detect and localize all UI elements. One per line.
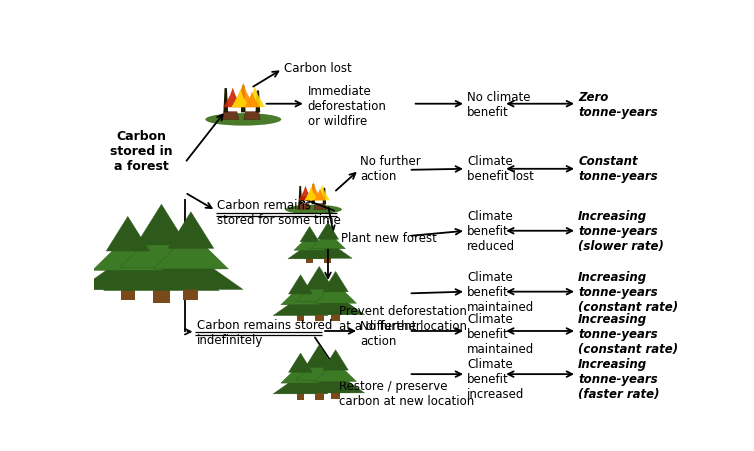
Text: Carbon remains
stored for some time: Carbon remains stored for some time [217,198,341,226]
Polygon shape [244,92,259,108]
Text: Climate
benefit
reduced: Climate benefit reduced [467,210,515,253]
Polygon shape [314,391,324,400]
Text: Climate
benefit
increased: Climate benefit increased [467,357,525,400]
Text: Prevent deforestation
at a different location: Prevent deforestation at a different loc… [339,305,467,333]
Polygon shape [306,258,313,264]
Polygon shape [323,272,348,292]
Text: Immediate
deforestation
or wildfire: Immediate deforestation or wildfire [308,85,386,128]
Polygon shape [183,287,198,301]
Polygon shape [244,112,260,120]
Polygon shape [331,313,340,321]
Polygon shape [314,204,326,210]
Polygon shape [280,286,320,305]
Polygon shape [300,227,319,242]
Polygon shape [296,392,305,400]
Polygon shape [231,83,255,108]
Polygon shape [106,217,149,252]
Polygon shape [245,87,265,108]
Ellipse shape [285,205,342,215]
Text: Carbon
stored in
a forest: Carbon stored in a forest [109,130,173,173]
Polygon shape [296,358,342,380]
Polygon shape [121,287,135,300]
Polygon shape [280,364,320,383]
Polygon shape [136,205,187,245]
Polygon shape [305,183,322,201]
Polygon shape [287,292,351,315]
Polygon shape [314,283,357,304]
Polygon shape [273,297,328,316]
Text: Restore / preserve
carbon at new location: Restore / preserve carbon at new locatio… [339,379,474,407]
Polygon shape [139,253,243,290]
Text: Increasing
tonne-years
(constant rate): Increasing tonne-years (constant rate) [578,312,678,355]
Polygon shape [223,88,242,108]
Ellipse shape [205,114,281,126]
Text: Increasing
tonne-years
(faster rate): Increasing tonne-years (faster rate) [578,357,660,400]
Text: Climate
benefit
maintained: Climate benefit maintained [467,312,535,355]
Polygon shape [241,87,246,113]
Polygon shape [314,361,357,382]
Text: Climate
benefit lost: Climate benefit lost [467,155,534,183]
Polygon shape [305,345,333,368]
Polygon shape [289,275,313,295]
Polygon shape [307,295,364,315]
Polygon shape [324,257,332,264]
Polygon shape [296,314,305,322]
Polygon shape [331,391,340,399]
Polygon shape [288,244,331,259]
Text: Plant new forest: Plant new forest [341,231,437,244]
Polygon shape [311,185,315,205]
Polygon shape [153,233,228,269]
Polygon shape [323,189,326,205]
Text: No climate
benefit: No climate benefit [467,91,531,119]
Polygon shape [289,353,313,373]
Polygon shape [305,187,317,201]
Polygon shape [317,223,339,240]
Text: Carbon lost: Carbon lost [284,61,352,74]
Text: No further
action: No further action [360,155,421,183]
Polygon shape [298,204,310,210]
Polygon shape [120,228,203,268]
Polygon shape [314,185,329,201]
Polygon shape [304,242,352,259]
Polygon shape [323,350,348,370]
Text: No further
action: No further action [360,320,421,348]
Polygon shape [311,232,345,249]
Polygon shape [299,187,302,205]
Polygon shape [223,89,228,113]
Polygon shape [256,91,260,113]
Polygon shape [314,189,326,201]
Polygon shape [222,112,238,120]
Polygon shape [93,236,163,271]
Text: Increasing
tonne-years
(slower rate): Increasing tonne-years (slower rate) [578,210,664,253]
Polygon shape [314,313,324,322]
Polygon shape [103,250,219,291]
Polygon shape [307,373,364,393]
Polygon shape [273,375,328,394]
Text: Climate
benefit
maintained: Climate benefit maintained [467,271,535,313]
Text: Carbon remains stored
indefinitely: Carbon remains stored indefinitely [197,318,332,346]
Polygon shape [287,370,351,393]
Polygon shape [299,186,312,201]
Text: Zero
tonne-years: Zero tonne-years [578,91,657,119]
Polygon shape [78,256,177,290]
Polygon shape [231,90,249,108]
Polygon shape [153,287,170,303]
Polygon shape [296,280,342,302]
Polygon shape [168,212,214,249]
Polygon shape [305,267,333,290]
Text: Increasing
tonne-years
(constant rate): Increasing tonne-years (constant rate) [578,271,678,313]
Polygon shape [294,235,325,251]
Text: Constant
tonne-years: Constant tonne-years [578,155,657,183]
